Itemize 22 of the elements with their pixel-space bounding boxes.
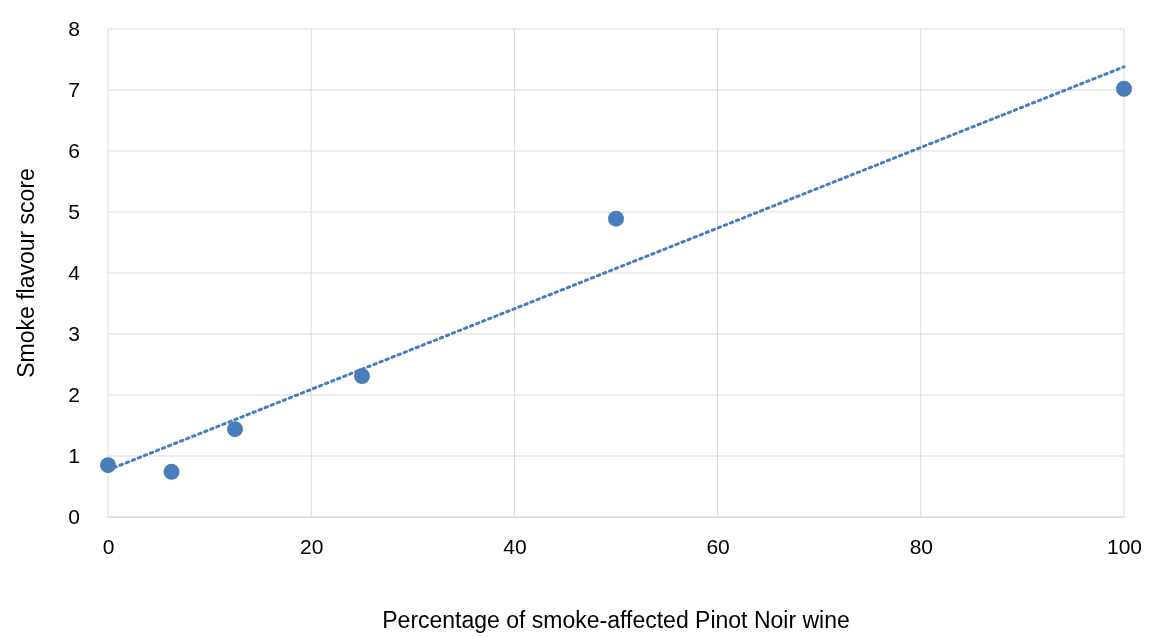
y-tick-label: 6 — [68, 139, 80, 163]
y-axis-title: Smoke flavour score — [13, 168, 39, 378]
point — [1116, 80, 1132, 97]
point — [608, 210, 624, 227]
y-tick-label: 0 — [68, 505, 80, 529]
y-tick-label: 2 — [68, 383, 80, 407]
point — [354, 368, 370, 385]
point — [227, 421, 243, 438]
x-axis-title: Percentage of smoke-affected Pinot Noir wine — [382, 607, 850, 633]
x-tick-label: 60 — [706, 534, 730, 558]
x-tick-label: 100 — [1106, 534, 1143, 558]
x-tick-label: 20 — [300, 534, 324, 558]
y-tick-label: 8 — [68, 17, 80, 41]
y-tick-label: 5 — [68, 200, 80, 224]
point — [163, 463, 180, 480]
y-tick-label: 3 — [68, 322, 80, 346]
x-tick-label: 40 — [503, 534, 527, 558]
x-tick-label: 80 — [909, 534, 933, 558]
y-tick-label: 7 — [68, 78, 80, 102]
x-tick-label: 0 — [102, 534, 115, 558]
y-tick-label: 1 — [68, 444, 80, 468]
y-tick-label: 4 — [68, 261, 81, 285]
